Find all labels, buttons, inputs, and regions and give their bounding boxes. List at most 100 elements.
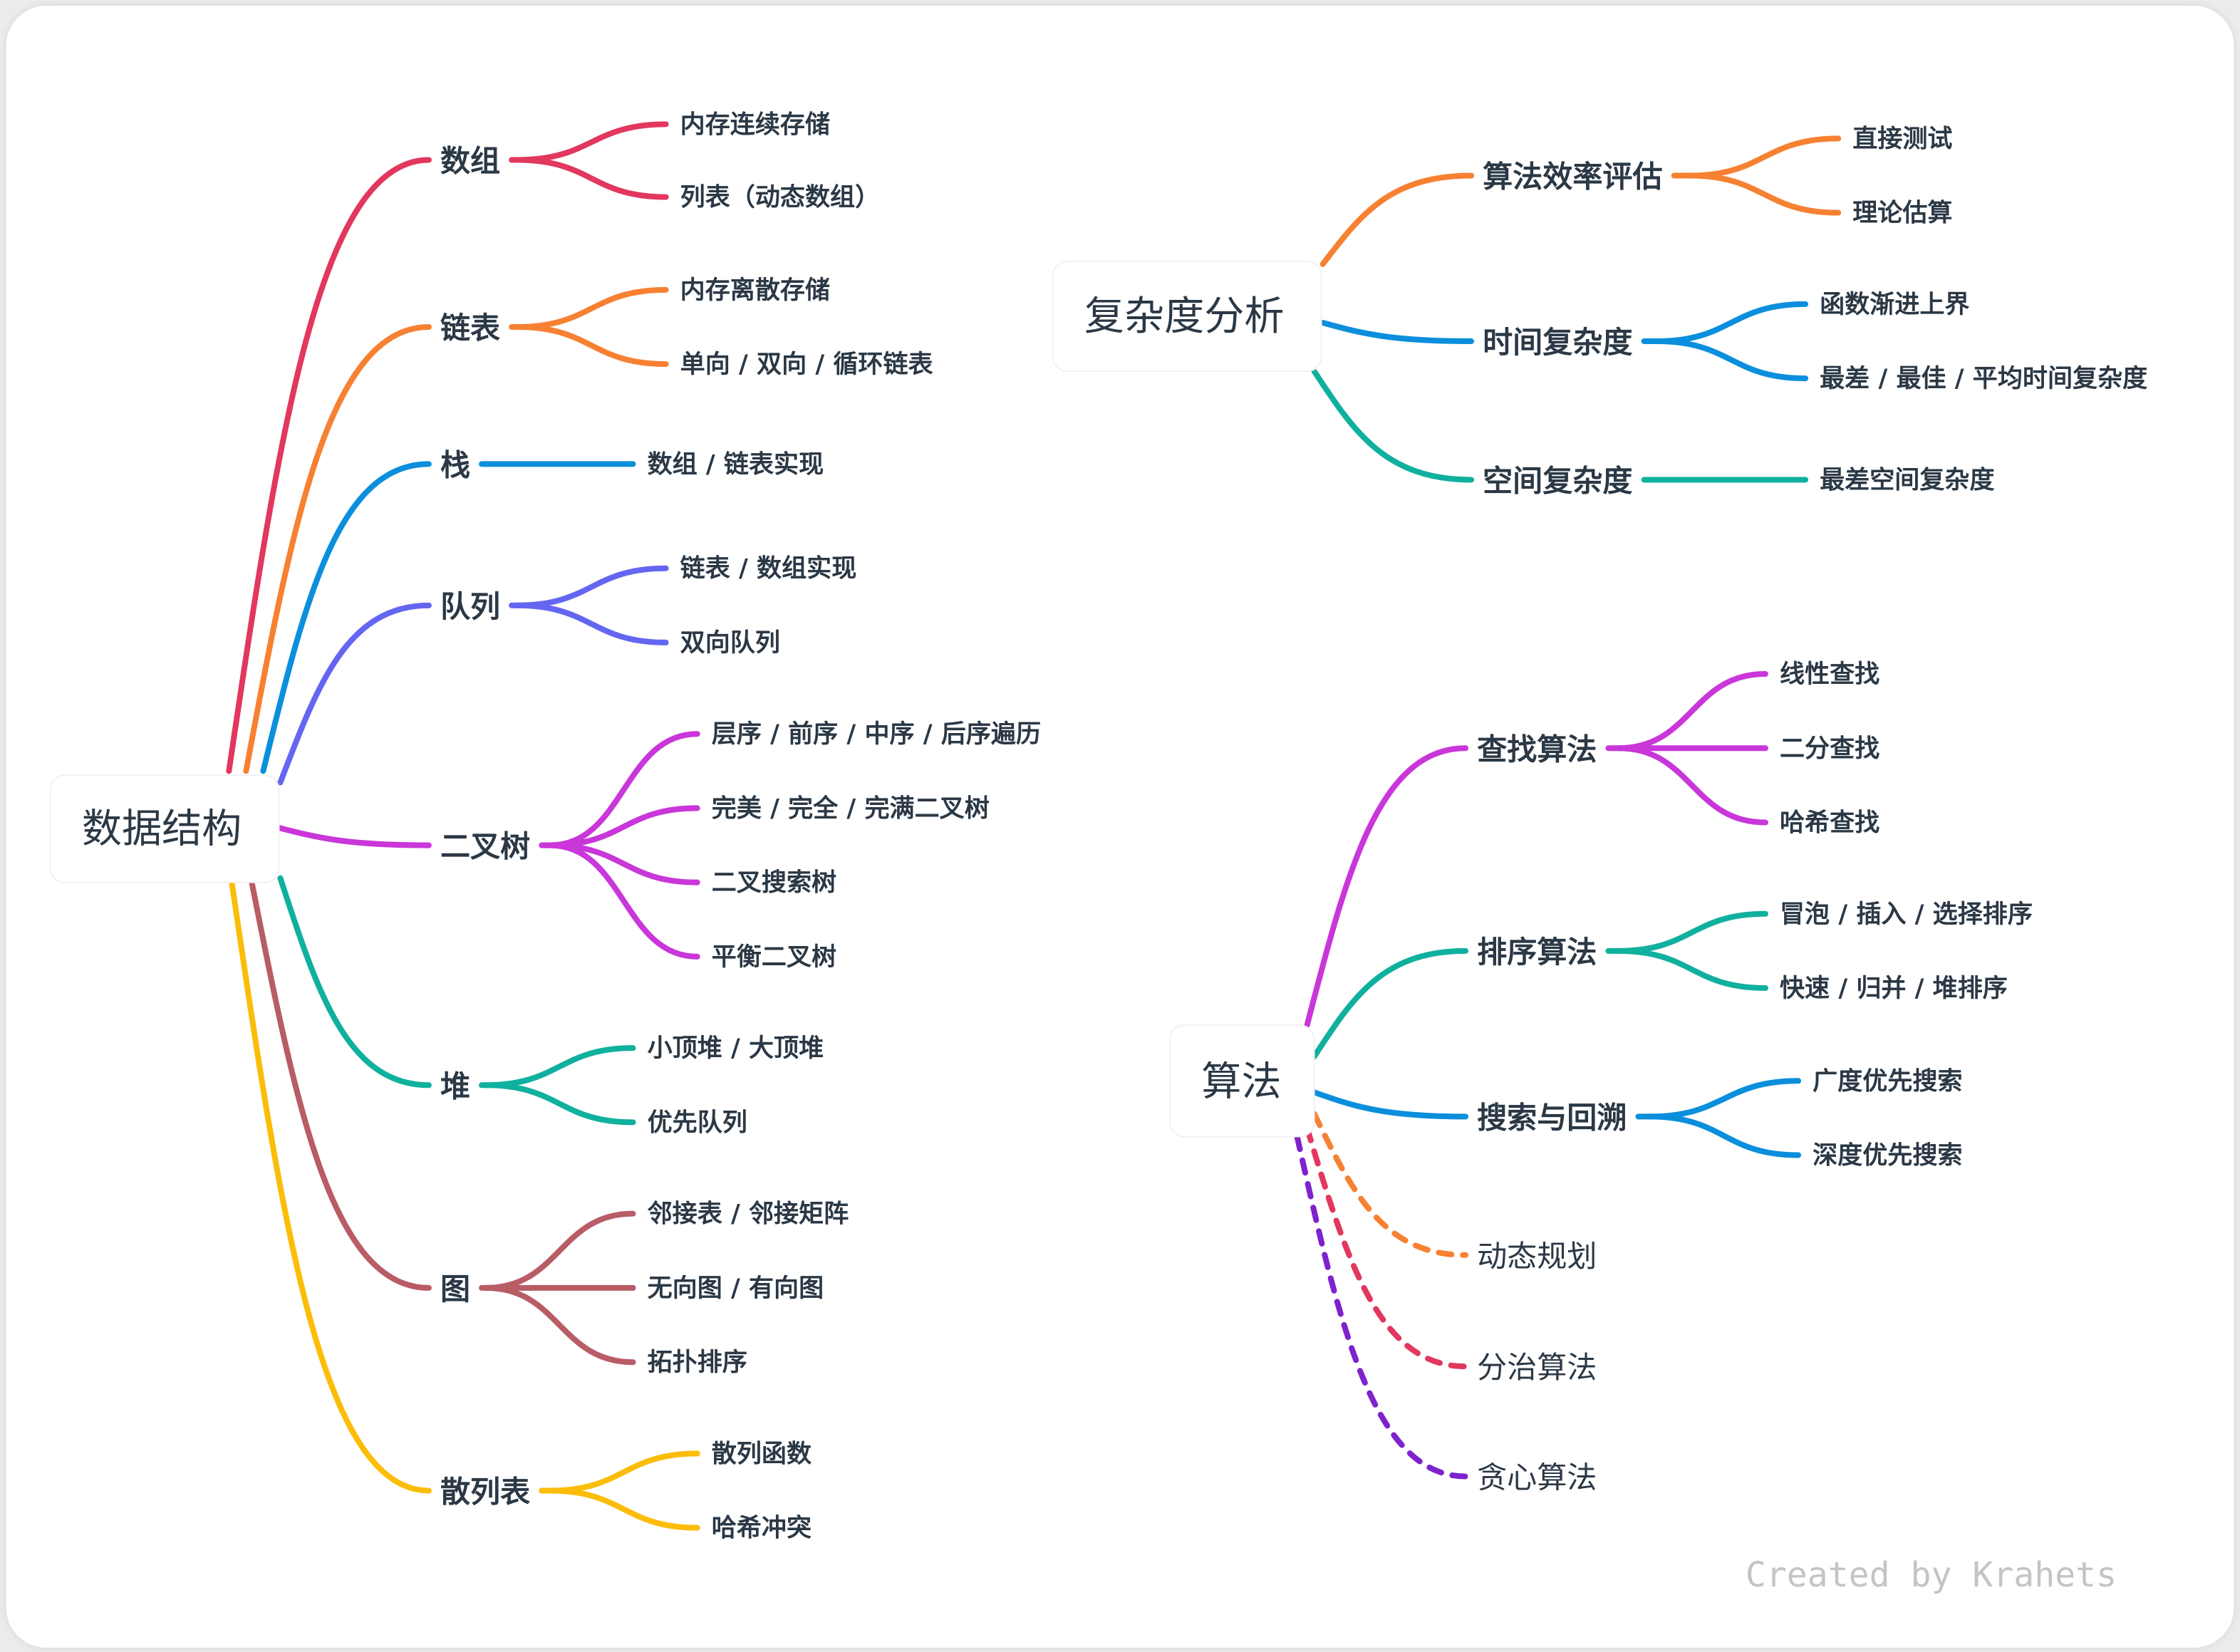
topic-node[interactable]: 散列表 (440, 1475, 530, 1510)
subtopic-label[interactable]: 线性查找 (1780, 660, 1879, 689)
leaf-edge (547, 1450, 700, 1494)
root-node-label: 复杂度分析 (1084, 293, 1285, 340)
subtopic-label[interactable]: 哈希查找 (1780, 809, 1879, 838)
subtopic-label[interactable]: 完美 / 完全 / 完满二叉树 (712, 794, 990, 823)
topic-label[interactable]: 链表 (440, 311, 500, 346)
root-node-label: 算法 (1201, 1059, 1281, 1105)
branch-edge (229, 879, 432, 1494)
branch-edge (1311, 1089, 1469, 1120)
subtopic-label[interactable]: 哈希冲突 (712, 1514, 812, 1543)
subtopic-label[interactable]: 数组 / 链表实现 (648, 450, 824, 479)
topic-node[interactable]: 二叉树 (440, 829, 530, 864)
root-node-box[interactable] (1052, 260, 1322, 373)
root-node[interactable]: 数据结构 (49, 774, 280, 883)
topic-node[interactable]: 贪心算法 (1477, 1460, 1597, 1495)
subtopic-label[interactable]: 小顶堆 / 大顶堆 (648, 1034, 824, 1063)
topic-node[interactable]: 图 (440, 1272, 470, 1306)
topic-label[interactable]: 时间复杂度 (1483, 325, 1632, 360)
subtopic-label[interactable]: 列表（动态数组） (680, 183, 881, 212)
canvas-frame (6, 6, 2234, 1648)
subtopic-label[interactable]: 拓扑排序 (648, 1348, 747, 1377)
topic-label[interactable]: 算法效率评估 (1483, 160, 1662, 194)
leaf-edge (547, 842, 700, 885)
topic-label[interactable]: 二叉树 (440, 829, 530, 864)
leaf-edge (1615, 671, 1768, 752)
subtopic-label[interactable]: 最差 / 最佳 / 平均时间复杂度 (1820, 364, 2147, 393)
topic-label[interactable]: 空间复杂度 (1483, 463, 1632, 498)
leaf-edge (514, 157, 669, 200)
subtopic-label[interactable]: 函数渐进上界 (1820, 290, 1969, 319)
topic-node[interactable]: 算法效率评估 (1483, 160, 1662, 194)
topic-node[interactable]: 堆 (440, 1069, 470, 1103)
topic-node[interactable]: 分治算法 (1477, 1350, 1597, 1385)
subtopic-label[interactable]: 快速 / 归并 / 堆排序 (1780, 974, 2008, 1003)
topic-label[interactable]: 贪心算法 (1477, 1460, 1597, 1495)
topic-label[interactable]: 散列表 (440, 1475, 530, 1510)
topic-label[interactable]: 栈 (440, 447, 470, 482)
branch-edge (260, 461, 432, 774)
topic-label[interactable]: 排序算法 (1477, 935, 1597, 970)
leaf-edge (547, 842, 700, 960)
subtopic-label[interactable]: 双向队列 (680, 628, 780, 658)
topic-label[interactable]: 堆 (440, 1069, 470, 1103)
topic-label[interactable]: 查找算法 (1477, 732, 1597, 767)
root-node-box[interactable] (1169, 1024, 1315, 1138)
leaf-edge (1647, 1113, 1802, 1158)
subtopic-label[interactable]: 冒泡 / 插入 / 选择排序 (1780, 900, 2033, 929)
leaf-edge (1647, 1078, 1802, 1120)
subtopic-label[interactable]: 内存连续存储 (680, 110, 830, 139)
topic-node[interactable]: 空间复杂度 (1483, 463, 1632, 498)
topic-node[interactable]: 搜索与回溯 (1477, 1100, 1627, 1135)
subtopic-label[interactable]: 层序 / 前序 / 中序 / 后序遍历 (712, 719, 1041, 749)
subtopic-label[interactable]: 链表 / 数组实现 (680, 554, 857, 583)
subtopic-label[interactable]: 邻接表 / 邻接矩阵 (648, 1200, 849, 1229)
branch-edge (1311, 1111, 1469, 1258)
topic-node[interactable]: 队列 (440, 589, 500, 624)
leaf-edge (483, 1082, 636, 1126)
leaf-edge (514, 602, 669, 645)
leaf-edge (547, 1487, 700, 1531)
subtopic-label[interactable]: 理论估算 (1852, 199, 1952, 228)
subtopic-label[interactable]: 二分查找 (1780, 734, 1879, 763)
topic-node[interactable]: 栈 (440, 447, 470, 482)
leaf-edge (514, 286, 669, 330)
root-node-label: 数据结构 (82, 806, 242, 853)
subtopic-label[interactable]: 最差空间复杂度 (1820, 465, 1994, 494)
branch-edge (226, 157, 432, 774)
subtopic-label[interactable]: 直接测试 (1852, 124, 1952, 153)
subtopic-label[interactable]: 广度优先搜索 (1813, 1066, 1962, 1096)
topic-label[interactable]: 数组 (440, 144, 500, 179)
subtopic-label[interactable]: 内存离散存储 (680, 276, 830, 305)
topic-label[interactable]: 队列 (440, 589, 500, 624)
root-node-box[interactable] (49, 774, 280, 883)
subtopic-label[interactable]: 平衡二叉树 (712, 942, 836, 972)
leaf-edge (1686, 172, 1842, 216)
topic-node[interactable]: 动态规划 (1477, 1239, 1597, 1274)
root-node[interactable]: 算法 (1169, 1024, 1315, 1138)
branch-edge (1304, 745, 1469, 1029)
subtopic-label[interactable]: 优先队列 (648, 1108, 747, 1137)
leaf-edge (514, 121, 669, 163)
subtopic-label[interactable]: 深度优先搜索 (1813, 1141, 1962, 1170)
topic-label[interactable]: 搜索与回溯 (1477, 1100, 1627, 1135)
subtopic-label[interactable]: 散列函数 (712, 1439, 812, 1468)
topic-label[interactable]: 图 (440, 1272, 470, 1306)
topic-node[interactable]: 链表 (440, 311, 500, 346)
topic-node[interactable]: 时间复杂度 (1483, 325, 1632, 360)
topic-node[interactable]: 排序算法 (1477, 935, 1597, 970)
branch-edge (277, 602, 432, 786)
leaf-edge (514, 323, 669, 368)
topic-label[interactable]: 动态规划 (1477, 1239, 1597, 1274)
subtopic-label[interactable]: 无向图 / 有向图 (648, 1274, 824, 1303)
root-node[interactable]: 复杂度分析 (1052, 260, 1322, 373)
topic-label[interactable]: 分治算法 (1477, 1350, 1597, 1385)
leaf-edge (1615, 947, 1768, 991)
subtopic-label[interactable]: 二叉搜索树 (712, 868, 836, 898)
subtopic-label[interactable]: 单向 / 双向 / 循环链表 (680, 350, 933, 379)
leaf-edge (1615, 745, 1768, 826)
topic-node[interactable]: 查找算法 (1477, 732, 1597, 767)
topic-node[interactable]: 数组 (440, 144, 500, 179)
branch-edge (1304, 1125, 1469, 1370)
branch-edge (1311, 368, 1475, 483)
